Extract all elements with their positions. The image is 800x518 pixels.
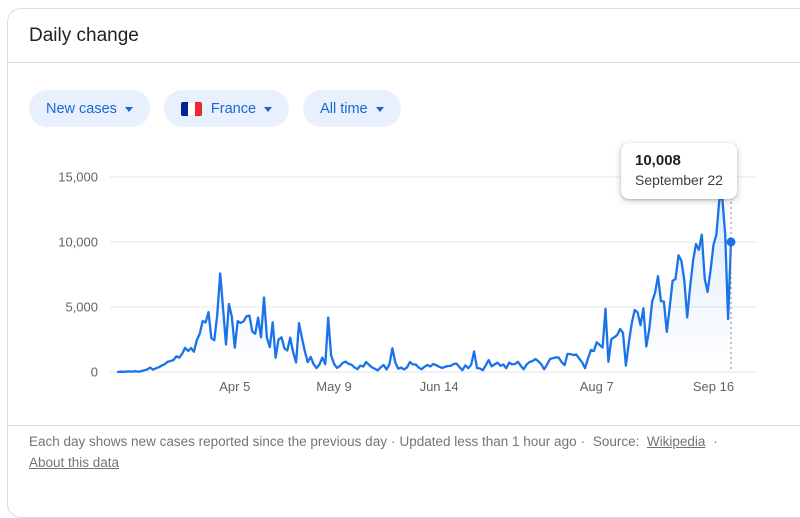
chevron-down-icon — [124, 107, 133, 112]
tooltip-date: September 22 — [635, 172, 723, 188]
wikipedia-link[interactable]: Wikipedia — [646, 434, 706, 449]
footer-separator: · — [390, 434, 396, 449]
tooltip-value: 10,008 — [635, 152, 681, 169]
area-fill — [118, 196, 731, 372]
chevron-down-icon — [264, 107, 273, 112]
chevron-down-icon — [375, 107, 384, 112]
y-axis-label: 5,000 — [65, 300, 98, 315]
daily-change-chart[interactable]: 0 5,000 10,000 15,000 Apr 5 May 9 Jun 14 Aug 7 S… — [0, 132, 800, 407]
footer-separator: · — [713, 434, 718, 449]
x-axis-label: Apr 5 — [219, 379, 250, 394]
new-cases-chip[interactable]: New cases — [29, 90, 150, 127]
footer-updated: Updated less than 1 hour ago — [399, 434, 577, 449]
y-axis-label: 0 — [91, 365, 98, 380]
all-time-chip-label: All time — [320, 100, 368, 117]
about-data-link[interactable]: About this data — [29, 455, 120, 470]
footer: Each day shows new cases reported since … — [29, 431, 751, 473]
x-axis-label: May 9 — [316, 379, 351, 394]
chart-tooltip: 10,008 September 22 — [621, 143, 737, 199]
footer-separator: · — [580, 434, 586, 449]
y-axis-label: 10,000 — [58, 235, 98, 250]
all-time-chip[interactable]: All time — [303, 90, 401, 127]
filter-chips: New cases France All time — [29, 90, 401, 127]
highlight-marker — [726, 237, 736, 247]
series-line — [116, 195, 733, 374]
france-chip[interactable]: France — [163, 90, 290, 127]
x-axis-label: Aug 7 — [580, 379, 614, 394]
x-axis-label: Jun 14 — [420, 379, 459, 394]
x-axis-label: Sep 16 — [693, 379, 734, 394]
page-title: Daily change — [29, 25, 139, 46]
y-axis-label: 15,000 — [58, 170, 98, 185]
footer-divider — [8, 425, 800, 426]
header-divider — [8, 62, 800, 63]
source-label: Source: — [592, 434, 640, 449]
footer-description: Each day shows new cases reported since … — [29, 434, 387, 449]
france-flag-icon — [180, 101, 202, 116]
new-cases-chip-label: New cases — [46, 100, 117, 117]
france-chip-label: France — [210, 100, 257, 117]
